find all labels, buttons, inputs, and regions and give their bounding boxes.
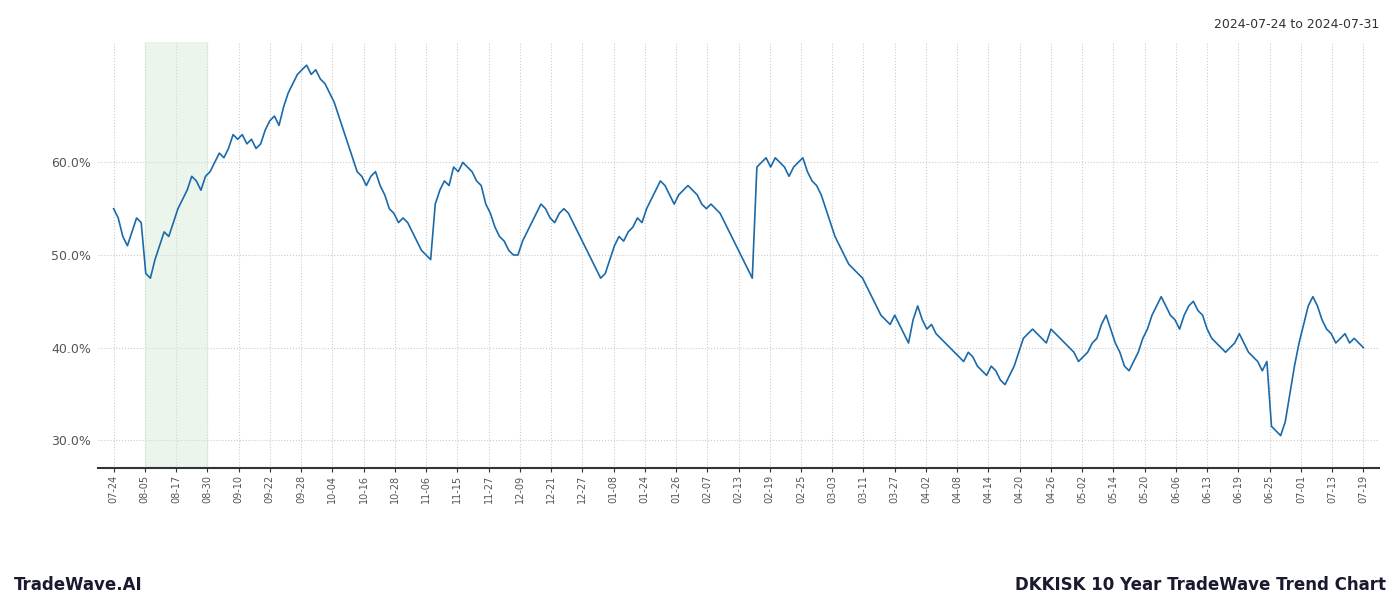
Text: 2024-07-24 to 2024-07-31: 2024-07-24 to 2024-07-31 — [1214, 18, 1379, 31]
Text: DKKISK 10 Year TradeWave Trend Chart: DKKISK 10 Year TradeWave Trend Chart — [1015, 576, 1386, 594]
Text: TradeWave.AI: TradeWave.AI — [14, 576, 143, 594]
Bar — [144, 42, 207, 468]
